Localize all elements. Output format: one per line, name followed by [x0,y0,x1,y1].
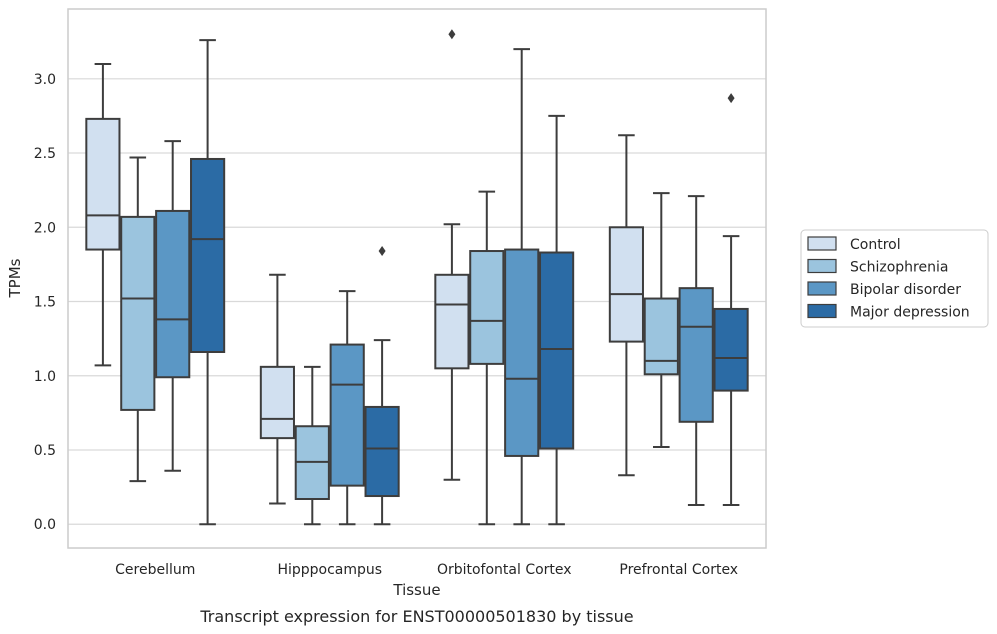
iqr-box [120,215,156,411]
iqr-box [259,365,295,440]
box-bipolar-disorder-orbitofontal-cortex [504,48,540,526]
y-tick-label: 0.5 [34,443,56,459]
x-tick-label: Orbitofontal Cortex [437,562,572,578]
iqr-box [329,343,365,487]
plot-frame [67,8,767,549]
box-major-depression-hipppocampus [364,246,400,526]
legend-label: Schizophrenia [850,260,948,276]
x-axis-title: Tissue [392,581,440,599]
legend: Control Schizophrenia Bipolar disorder Majo… [800,229,989,328]
iqr-box [643,297,679,376]
outlier-point [727,93,735,104]
iqr-box [713,307,749,392]
box-major-depression-orbitofontal-cortex [539,114,575,526]
box-bipolar-disorder-cerebellum [155,140,191,472]
chart-caption: Transcript expression for ENST0000050183… [199,607,633,626]
box-schizophrenia-orbitofontal-cortex [469,190,505,526]
legend-frame [800,229,989,328]
iqr-box [504,248,540,457]
box-schizophrenia-cerebellum [120,156,156,483]
y-tick-label: 2.0 [34,220,56,236]
boxes-layer [85,29,749,526]
y-tick-labels: 0.0 0.5 1.0 1.5 2.0 2.5 3.0 [34,72,56,533]
box-schizophrenia-prefrontal-cortex [643,192,679,449]
legend-label: Control [850,237,901,253]
iqr-box [190,157,226,353]
y-tick-label: 1.0 [34,369,56,385]
box-control-cerebellum [85,62,121,367]
box-control-prefrontal-cortex [608,134,644,477]
legend-swatch [807,303,837,319]
x-tick-label: Hipppocampus [277,562,382,578]
iqr-box [539,251,575,450]
iqr-box [608,226,644,343]
outlier-point [448,29,456,40]
legend-swatch [807,281,837,296]
box-bipolar-disorder-prefrontal-cortex [678,195,714,506]
box-major-depression-prefrontal-cortex [713,93,749,506]
box-bipolar-disorder-hipppocampus [329,290,365,526]
outlier-point [378,246,386,257]
x-tick-label: Cerebellum [115,562,195,578]
legend-label: Bipolar disorder [850,282,961,298]
box-schizophrenia-hipppocampus [294,365,330,526]
iqr-box [85,117,121,251]
iqr-box [155,209,191,379]
y-axis-title: TPMs [6,258,24,298]
legend-swatch [807,236,837,251]
y-tick-label: 3.0 [34,72,56,88]
box-major-depression-cerebellum [190,39,226,526]
iqr-box [469,250,505,365]
legend-label: Major depression [850,305,970,321]
y-tick-label: 0.0 [34,517,56,533]
y-tick-label: 1.5 [34,295,56,311]
x-tick-label: Prefrontal Cortex [619,562,738,578]
x-tick-labels: Cerebellum Hipppocampus Orbitofontal Corte… [115,562,738,578]
iqr-box [364,405,400,498]
box-control-orbitofontal-cortex [434,29,470,481]
iqr-box [678,287,714,423]
iqr-box [434,273,470,370]
box-control-hipppocampus [259,273,295,505]
legend-swatch [807,258,837,274]
y-tick-label: 2.5 [34,146,56,162]
